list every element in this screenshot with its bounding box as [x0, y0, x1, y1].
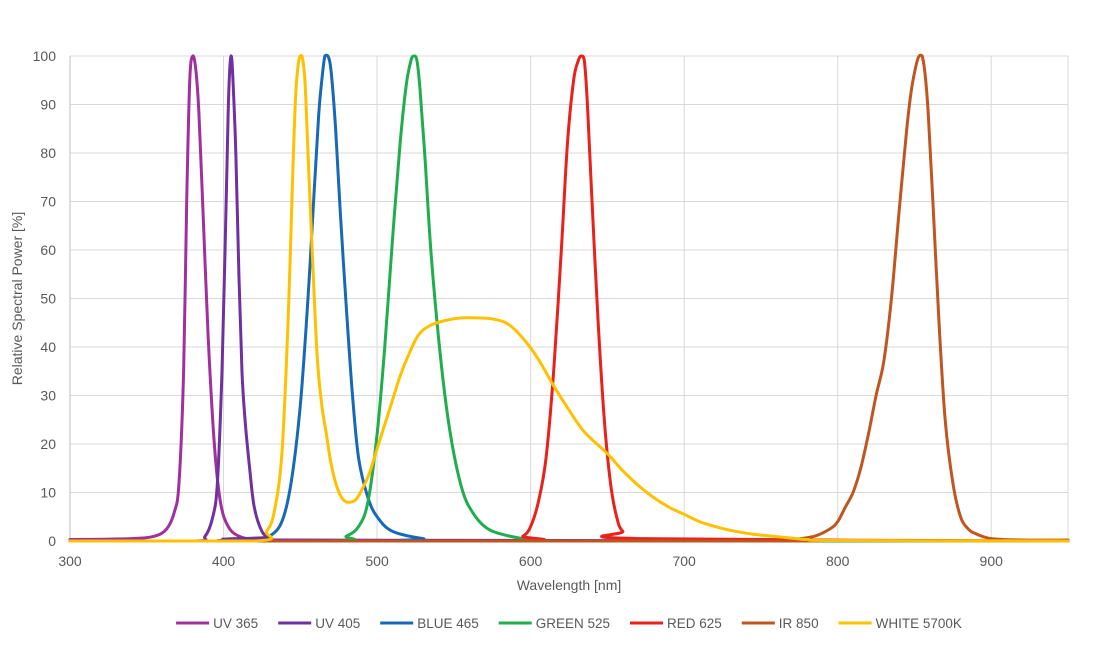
y-tick-label: 30 [40, 388, 56, 404]
x-tick-label: 300 [58, 553, 82, 569]
series-line-red-625 [68, 54, 1070, 543]
x-tick-label: 500 [365, 553, 389, 569]
legend-item: IR 850 [741, 616, 819, 631]
y-tick-label: 40 [40, 339, 56, 355]
legend-item: BLUE 465 [380, 616, 479, 631]
y-tick-label: 60 [40, 242, 56, 258]
series-line-green-525 [68, 54, 1070, 543]
legend-item: UV 405 [278, 616, 360, 631]
legend-label: UV 405 [315, 616, 360, 631]
series-line-blue-465 [68, 53, 1070, 543]
x-tick-label: 900 [980, 553, 1004, 569]
y-tick-label: 80 [40, 145, 56, 161]
legend-item: RED 625 [630, 616, 722, 631]
legend-item: GREEN 525 [498, 616, 610, 631]
series-line-uv-405 [68, 54, 1070, 543]
series-lines [68, 53, 1070, 543]
tick-labels: 0 10 20 30 40 50 60 70 80 90 100 300 400 500 600 700 800… [33, 48, 1003, 569]
legend-label: IR 850 [779, 616, 819, 631]
series-line-ir-850 [68, 53, 1070, 543]
legend-label: BLUE 465 [417, 616, 479, 631]
y-axis-title: Relative Spectral Power [%] [9, 212, 25, 386]
y-tick-label: 10 [40, 485, 56, 501]
y-tick-label: 70 [40, 194, 56, 210]
x-tick-label: 700 [672, 553, 696, 569]
y-tick-label: 100 [33, 48, 57, 64]
x-tick-label: 800 [826, 553, 850, 569]
x-tick-label: 400 [212, 553, 236, 569]
y-tick-label: 0 [48, 533, 56, 549]
legend-label: GREEN 525 [536, 616, 610, 631]
legend-label: UV 365 [213, 616, 258, 631]
legend-label: RED 625 [667, 616, 722, 631]
y-tick-label: 20 [40, 436, 56, 452]
legend-label: WHITE 5700K [876, 616, 962, 631]
legend: UV 365 UV 405 BLUE 465 GREEN 525 RED 625 IR 8… [176, 616, 962, 631]
y-tick-label: 50 [40, 291, 56, 307]
y-tick-label: 90 [40, 97, 56, 113]
series-line-white-5700k [68, 54, 1070, 543]
grid [70, 55, 1069, 541]
x-tick-label: 600 [519, 553, 543, 569]
x-axis-title: Wavelength [nm] [517, 577, 622, 593]
legend-item: UV 365 [176, 616, 258, 631]
legend-item: WHITE 5700K [838, 616, 962, 631]
